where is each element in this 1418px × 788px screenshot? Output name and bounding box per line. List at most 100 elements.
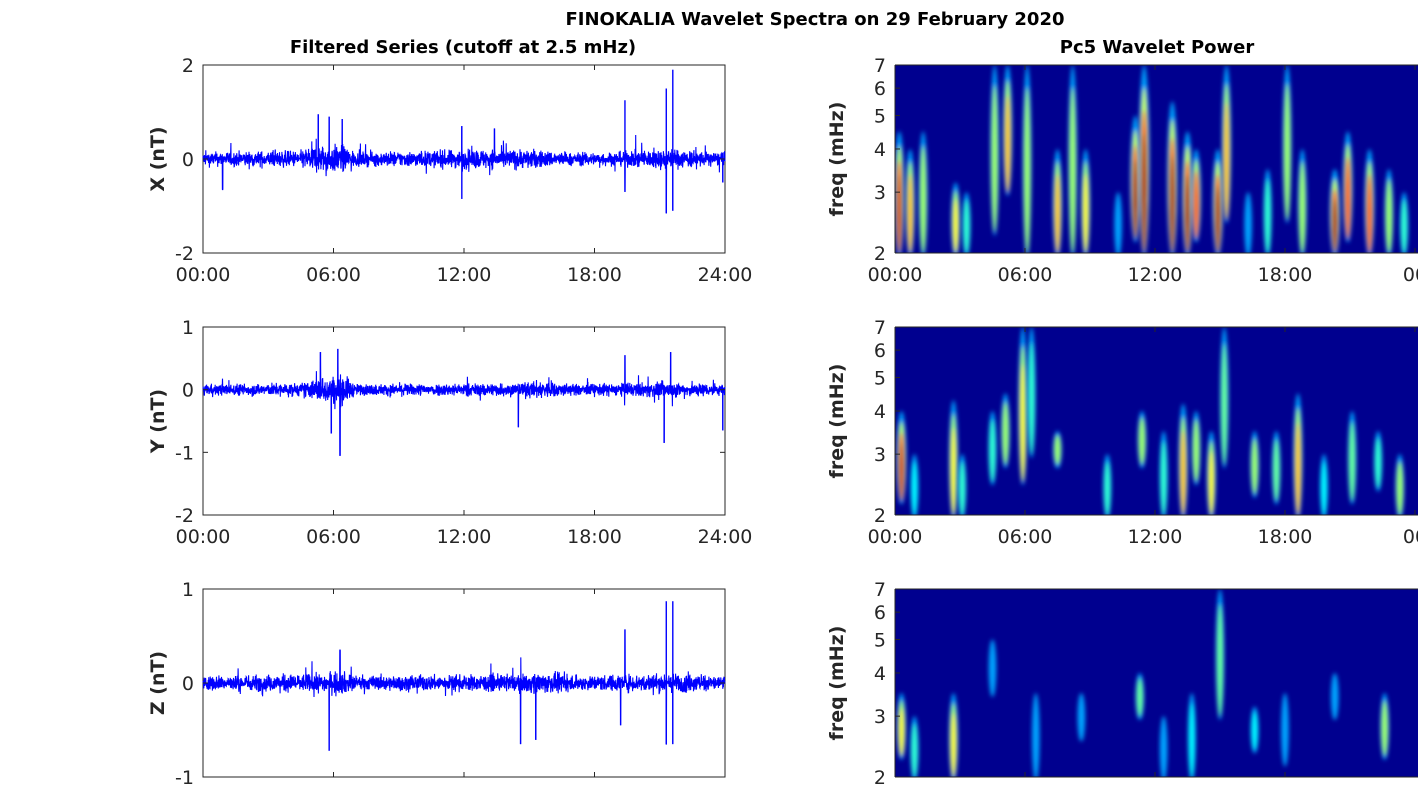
power-streak [1263, 169, 1272, 253]
power-streak [1178, 403, 1188, 515]
power-streak [1348, 410, 1357, 505]
power-level [951, 427, 956, 515]
power-streak [1374, 431, 1383, 492]
y-tick-label: 2 [182, 55, 194, 77]
power-level [1185, 175, 1190, 253]
power-layer [897, 589, 1389, 777]
x-tick-label: 06:00 [998, 526, 1053, 548]
power-level [1193, 170, 1199, 239]
y-tick-label: 7 [874, 317, 886, 339]
y-tick-label: -1 [175, 442, 194, 464]
spectrogram-x: 00:00 06:00 12:00 18:00 00 2 3 4 5 67 freq (mHz) [826, 55, 1418, 286]
power-streak [1001, 393, 1010, 469]
power-level [1069, 87, 1076, 253]
x-tick-label: 24:00 [698, 526, 753, 548]
x-tick-label: 12:00 [1128, 526, 1183, 548]
power-level [1055, 173, 1060, 253]
power-streak [1182, 131, 1193, 253]
power-level [1192, 419, 1200, 482]
x-tick-label: 06:00 [306, 526, 361, 548]
y-tick-label: 0 [182, 673, 194, 695]
power-streak [897, 693, 906, 761]
x-tick-label: 00:00 [176, 264, 231, 286]
power-streak [1135, 672, 1144, 721]
power-streak [988, 410, 997, 486]
power-level [1159, 716, 1168, 777]
series-line-z [202, 629, 726, 751]
power-streak [1222, 65, 1231, 224]
power-streak [1220, 327, 1229, 469]
power-streak [1138, 65, 1150, 253]
y-tick-label: 4 [874, 401, 886, 423]
y-tick-label: 7 [874, 55, 886, 77]
power-level [1028, 342, 1035, 455]
y-tick-label: 2 [874, 505, 886, 527]
power-level [1401, 199, 1408, 253]
power-streak [1032, 693, 1040, 777]
power-streak [905, 148, 915, 253]
power-level [899, 443, 904, 501]
power-level [1188, 703, 1195, 777]
power-level [1221, 343, 1228, 465]
x-tick-label: 00:00 [868, 526, 923, 548]
y-tick-label: 0 [182, 149, 194, 171]
power-level [1216, 604, 1224, 717]
y-tick-label: 7 [874, 579, 886, 601]
power-streak [910, 716, 919, 777]
power-level [1299, 161, 1306, 253]
y-tick-label: 2 [874, 767, 886, 788]
y-tick-label: 6 [874, 340, 886, 362]
series-line-x [202, 114, 726, 214]
power-level [959, 461, 966, 515]
power-streak [1187, 693, 1196, 777]
y-tick-label: 6 [874, 602, 886, 624]
power-streak [910, 454, 919, 515]
power-streak [1159, 716, 1168, 777]
power-streak [1003, 65, 1013, 197]
y-tick-label: 5 [874, 367, 886, 389]
plot-area [895, 327, 1418, 515]
power-level [1170, 155, 1175, 253]
power-streak [1027, 327, 1036, 459]
power-level [899, 708, 904, 757]
power-layer [896, 327, 1405, 515]
power-streak [1281, 693, 1289, 767]
y-tick-label: -1 [175, 767, 194, 788]
power-streak [1298, 148, 1307, 253]
power-streak [990, 65, 999, 237]
power-streak [1395, 454, 1405, 515]
power-streak [988, 639, 997, 698]
y-tick-label: 3 [874, 706, 886, 728]
power-level [1114, 192, 1122, 253]
power-streak [1137, 410, 1147, 469]
plot-area [202, 326, 726, 516]
power-level [1020, 364, 1026, 482]
y-tick-label: 1 [182, 317, 194, 339]
y-tick-label: -2 [175, 243, 194, 265]
power-streak [1329, 169, 1340, 253]
power-level [1331, 672, 1339, 721]
power-streak [1130, 115, 1141, 243]
x-tick-label: 24:00 [698, 264, 753, 286]
power-streak [1282, 65, 1292, 224]
power-level [1032, 693, 1040, 777]
power-streak [918, 131, 928, 253]
power-streak [1400, 192, 1409, 253]
y-tick-label: 4 [874, 139, 886, 161]
spectrogram-y: 00:00 06:00 12:00 18:00 00 2 3 4 5 67 freq (mHz) [826, 317, 1418, 548]
y-tick-label: 4 [874, 663, 886, 685]
left-column-title: Filtered Series (cutoff at 2.5 mHz) [290, 37, 636, 58]
power-level [1281, 693, 1289, 767]
power-streak [1053, 431, 1062, 469]
plot-area [895, 589, 1418, 777]
x-tick-label: 12:00 [437, 526, 492, 548]
power-streak [1022, 65, 1032, 253]
right-column-title: Pc5 Wavelet Power [1060, 37, 1255, 58]
x-tick-label: 06:00 [998, 264, 1053, 286]
power-level [1333, 199, 1337, 253]
power-streak [1018, 327, 1028, 486]
line-plot-x: 00:00 06:00 12:00 18:00 24:00 -2 0 2 X (nT) [147, 55, 752, 286]
x-tick-label: 00:00 [868, 264, 923, 286]
x-tick-label: 00 [1403, 264, 1418, 286]
power-level [1005, 95, 1011, 193]
